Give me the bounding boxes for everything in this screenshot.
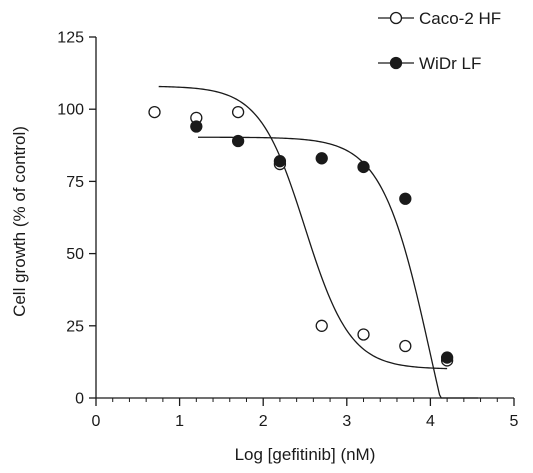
fit-curve-widr [197, 136, 479, 399]
x-tick-label: 0 [92, 413, 101, 430]
data-point-widr [190, 120, 203, 133]
data-point-widr [399, 192, 412, 205]
data-points [148, 105, 454, 367]
x-tick-label: 3 [342, 413, 351, 430]
data-point-caco2 [315, 319, 328, 332]
data-point-widr [357, 160, 370, 174]
x-axis-title: Log [gefitinib] (nM) [235, 445, 376, 464]
legend-item-caco2: Caco-2 HF [378, 9, 501, 28]
y-tick-label: 25 [66, 318, 84, 335]
y-axis-title: Cell growth (% of control) [10, 126, 29, 317]
y-tick-label: 50 [66, 246, 84, 263]
data-point-widr [231, 134, 245, 148]
data-point-caco2 [357, 328, 370, 341]
y-tick-label: 125 [57, 30, 84, 47]
data-point-caco2 [148, 105, 161, 119]
y-tick-label: 75 [66, 174, 84, 191]
legend-marker-filled-circle [389, 56, 403, 70]
x-tick-label: 4 [426, 413, 435, 430]
axis-tick-labels: 0 25 50 75 100 125 0 1 2 3 4 5 [57, 30, 518, 431]
legend-marker-open-circle [389, 11, 403, 25]
x-tick-label: 1 [175, 413, 184, 430]
data-point-caco2 [231, 105, 245, 119]
data-point-widr [315, 152, 328, 165]
x-tick-label: 5 [510, 413, 519, 430]
y-tick-label: 0 [75, 391, 84, 408]
data-point-widr [440, 351, 454, 364]
y-tick-label: 100 [57, 102, 84, 119]
fit-curve-caco2 [158, 85, 448, 370]
fit-curves [158, 85, 479, 399]
data-point-caco2 [399, 339, 412, 353]
x-tick-label: 2 [259, 413, 268, 430]
data-point-widr [273, 155, 287, 168]
axis-ticks [89, 36, 515, 406]
legend-label-widr: WiDr LF [419, 54, 481, 73]
legend: Caco-2 HF WiDr LF [378, 9, 501, 73]
legend-item-widr: WiDr LF [378, 54, 481, 73]
legend-label-caco2: Caco-2 HF [419, 9, 501, 28]
